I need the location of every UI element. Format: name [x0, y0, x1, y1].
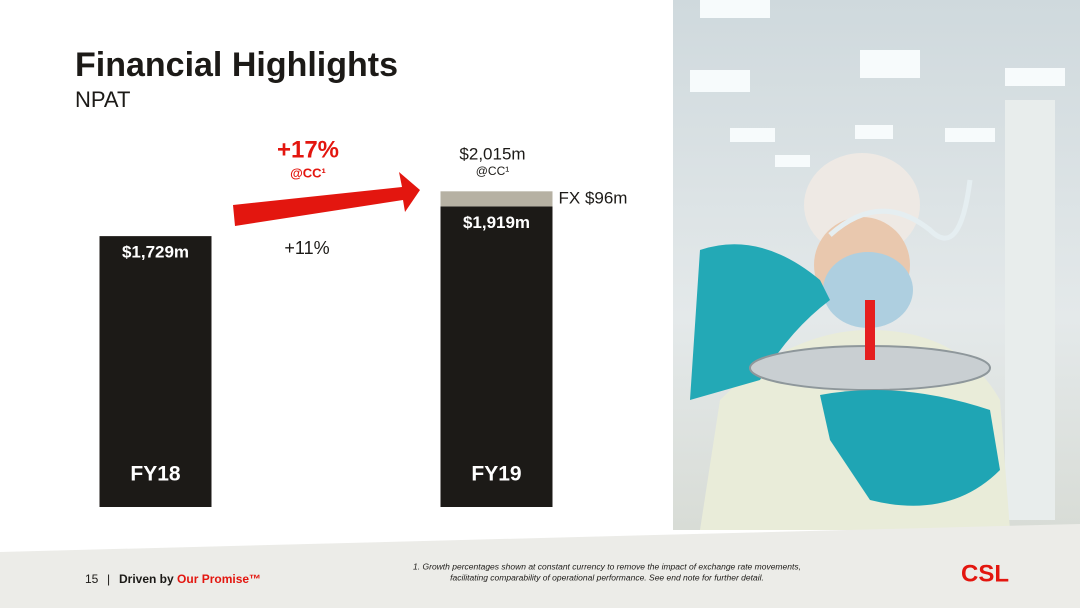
total-note: @CC¹: [476, 164, 510, 178]
logo: CSL: [961, 560, 1009, 587]
bar-label: $1,729m: [122, 243, 189, 262]
footnote: facilitating comparability of operationa…: [450, 572, 764, 582]
category-label: FY19: [471, 463, 521, 486]
separator: |: [107, 572, 110, 586]
footnote: 1. Growth percentages shown at constant …: [413, 561, 801, 571]
growth-arrow: [233, 172, 420, 226]
growth-secondary: +11%: [284, 238, 329, 258]
footer-band: [0, 524, 1080, 608]
bar-label: FX $96m: [559, 188, 628, 207]
bar-label: $1,919m: [463, 213, 530, 232]
category-label: FY18: [130, 463, 181, 486]
growth-label: +17%: [277, 136, 339, 163]
bar: [440, 206, 553, 507]
bar: [99, 236, 212, 507]
tagline-highlight: Our Promise™: [177, 572, 261, 586]
page-number: 15: [85, 572, 99, 586]
tagline-text: Driven by: [119, 572, 174, 586]
chart-subtitle: NPAT: [75, 87, 130, 112]
total-label: $2,015m: [459, 144, 525, 163]
bar: [440, 191, 553, 207]
chart-title: Financial Highlights: [75, 46, 398, 84]
photo: [673, 0, 1080, 530]
tagline: Driven by Our Promise™: [119, 572, 261, 586]
growth-note: @CC¹: [290, 165, 326, 180]
